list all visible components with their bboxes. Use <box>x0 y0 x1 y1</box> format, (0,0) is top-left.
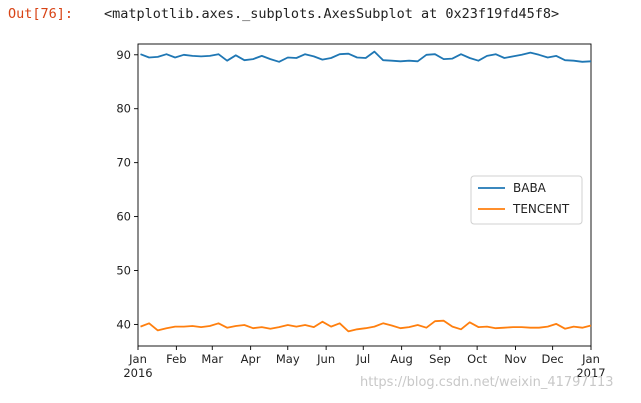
y-tick-label: 90 <box>116 48 131 62</box>
y-tick-label: 70 <box>116 156 131 170</box>
x-tick-label: Dec <box>541 352 563 366</box>
x-tick-year-label: 2016 <box>123 366 152 380</box>
x-tick-label: Aug <box>390 352 412 366</box>
series-line-tencent <box>140 319 592 333</box>
y-tick-label: 40 <box>116 317 131 331</box>
y-tick-label: 50 <box>116 264 131 278</box>
x-tick-label: Sep <box>429 352 451 366</box>
x-tick-year-label: 2017 <box>576 366 605 380</box>
x-tick-label: Mar <box>201 352 223 366</box>
y-tick-label: 80 <box>116 102 131 116</box>
x-tick-label: Nov <box>504 352 527 366</box>
y-tick-label: 60 <box>116 210 131 224</box>
series-line-baba <box>140 50 592 63</box>
x-tick-label: Jan <box>581 352 600 366</box>
output-repr-text: <matplotlib.axes._subplots.AxesSubplot a… <box>104 6 560 22</box>
watermark: https://blog.csdn.net/weixin_41797113 <box>360 375 614 390</box>
x-tick-label: Jun <box>316 352 335 366</box>
plot-frame <box>137 43 592 347</box>
legend-label-baba: BABA <box>513 181 547 195</box>
output-prompt: Out[76]: <box>8 6 74 22</box>
legend-label-tencent: TENCENT <box>512 202 570 216</box>
x-tick-label: Oct <box>467 352 487 366</box>
x-tick-label: Feb <box>166 352 186 366</box>
x-tick-label: May <box>276 352 300 366</box>
x-tick-label: Jul <box>355 352 370 366</box>
x-tick-label: Jan <box>128 352 147 366</box>
x-tick-label: Apr <box>241 352 261 366</box>
